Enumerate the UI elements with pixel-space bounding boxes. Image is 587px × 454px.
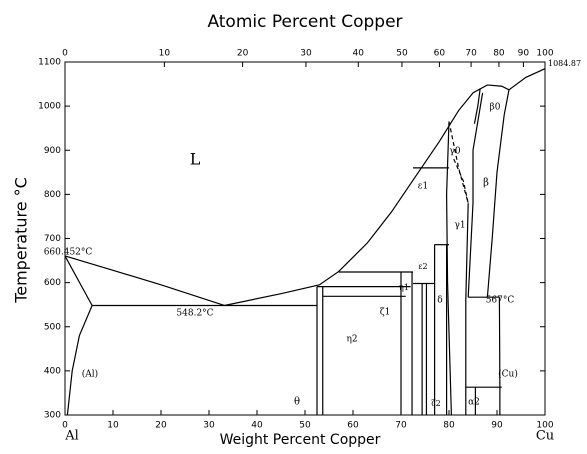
x2-tick-label: 100 [536, 49, 553, 59]
y-tick-label: 1000 [38, 102, 61, 112]
x2-tick-label: 60 [434, 49, 446, 59]
annotation: α2 [468, 398, 480, 408]
annotation: γ0 [449, 147, 460, 157]
annotation: ε1 [418, 182, 428, 192]
y-axis-label: Temperature °C [12, 177, 31, 304]
y-tick-label: 1100 [38, 58, 61, 68]
annotation: η2 [346, 335, 357, 345]
x2-tick-label: 40 [353, 49, 365, 59]
annotation: δ [437, 296, 442, 306]
y-tick-label: 400 [44, 366, 61, 376]
y-tick-label: 600 [44, 278, 61, 288]
x2-tick-label: 50 [396, 49, 408, 59]
annotation: (Al) [82, 369, 98, 380]
x-tick-label: 10 [107, 421, 119, 431]
annotation: (Cu) [498, 369, 518, 380]
annotation: ζ2 [431, 399, 440, 408]
y-tick-label: 700 [44, 234, 61, 244]
x-tick-label: 40 [251, 421, 263, 431]
x2-tick-label: 10 [159, 49, 171, 59]
annotation: 1084.87 [548, 59, 581, 68]
x-tick-label: 70 [395, 421, 407, 431]
annotation: β0 [490, 103, 501, 113]
y-tick-label: 900 [44, 146, 61, 156]
x-tick-label: 60 [347, 421, 359, 431]
annotation: 567°C [486, 296, 515, 306]
annotation: β [483, 178, 489, 189]
x-tick-label: 50 [299, 421, 311, 431]
x-tick-label: 90 [491, 421, 503, 431]
x2-tick-label: 20 [237, 49, 249, 59]
x2-tick-label: 90 [518, 49, 530, 59]
annotation: ε2 [418, 262, 427, 271]
annotation: γ1 [454, 221, 465, 231]
x2-tick-label: 30 [300, 49, 312, 59]
x-tick-label: 80 [443, 421, 455, 431]
annotation: θ [294, 397, 300, 408]
annotation: 660.452°C [44, 248, 93, 258]
y-tick-label: 500 [44, 322, 61, 332]
x2-tick-label: 70 [465, 49, 477, 59]
annotation: η1 [399, 283, 409, 292]
x2-tick-label: 0 [62, 49, 68, 59]
annotation: 548.2°C [176, 309, 213, 319]
annotation: Al [64, 429, 79, 444]
annotation: ζ1 [380, 308, 391, 318]
annotation: L [190, 150, 201, 169]
chart-title: Atomic Percent Copper [207, 12, 402, 32]
y-tick-label: 300 [44, 411, 61, 421]
x-axis-label: Weight Percent Copper [220, 432, 381, 448]
y-tick-label: 800 [44, 190, 61, 200]
x2-tick-label: 80 [493, 49, 505, 59]
x-tick-label: 30 [203, 421, 215, 431]
x-tick-label: 20 [155, 421, 167, 431]
annotation: Cu [536, 429, 554, 444]
